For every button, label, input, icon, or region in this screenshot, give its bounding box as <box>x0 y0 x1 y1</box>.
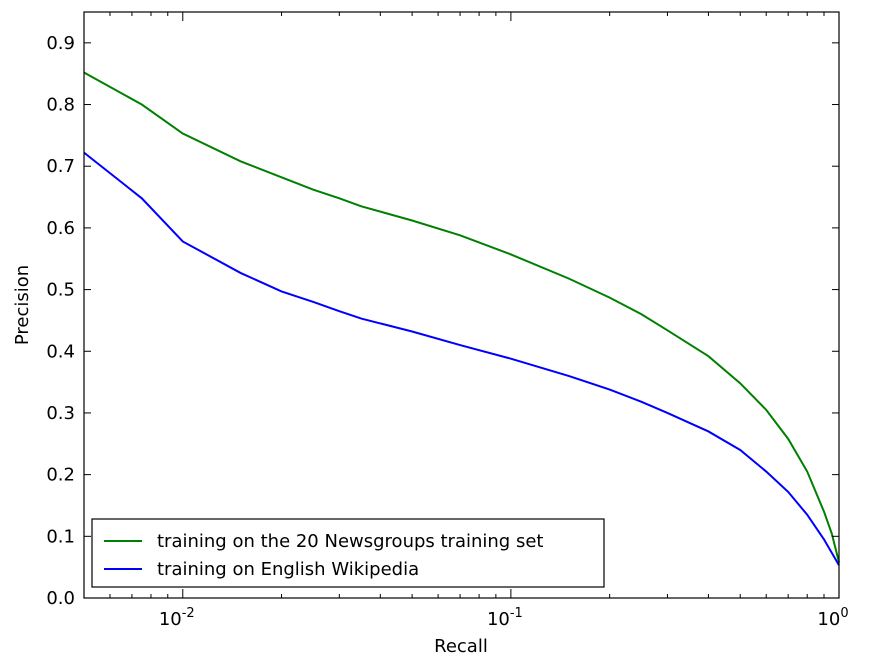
y-tick-label-7: 0.7 <box>46 156 75 177</box>
series-lines <box>83 71 840 566</box>
series-line-1 <box>83 151 840 566</box>
legend-label-0: training on the 20 Newsgroups training s… <box>157 531 543 552</box>
y-tick-label-8: 0.8 <box>46 95 75 116</box>
legend-label-1: training on English Wikipedia <box>157 559 419 580</box>
series-line-0 <box>83 71 840 563</box>
x-tick-label-2: 100 <box>817 606 848 630</box>
plot-frame <box>83 11 840 599</box>
x-axis-label: Recall <box>434 636 488 657</box>
x-tick-label-1: 10-1 <box>487 606 523 630</box>
y-tick-label-4: 0.4 <box>46 341 75 362</box>
y-tick-label-2: 0.2 <box>46 465 75 486</box>
y-tick-label-9: 0.9 <box>46 33 75 54</box>
legend-box <box>91 518 605 588</box>
axis-ticks <box>83 12 840 599</box>
legend: training on the 20 Newsgroups training s… <box>91 518 605 588</box>
y-tick-label-3: 0.3 <box>46 403 75 424</box>
y-axis-label: Precision <box>12 265 33 345</box>
y-tick-label-5: 0.5 <box>46 280 75 301</box>
x-tick-label-0: 10-2 <box>159 606 195 630</box>
tick-labels: 0.0 0.1 0.2 0.3 0.4 0.5 0.6 0.7 0.8 0.9 10-2 10-1 10… <box>46 33 848 630</box>
y-tick-label-6: 0.6 <box>46 218 75 239</box>
y-tick-label-0: 0.0 <box>46 588 75 609</box>
y-tick-label-1: 0.1 <box>46 526 75 547</box>
